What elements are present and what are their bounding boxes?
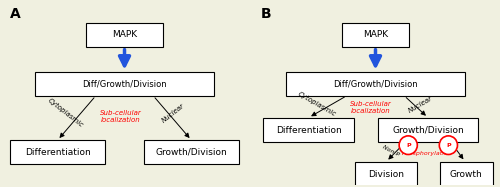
Text: Division: Division (368, 170, 404, 179)
Text: MAPK: MAPK (363, 30, 388, 39)
FancyBboxPatch shape (355, 162, 418, 186)
Text: Cytoplasmic: Cytoplasmic (296, 91, 337, 118)
FancyBboxPatch shape (35, 72, 214, 96)
FancyBboxPatch shape (286, 72, 465, 96)
FancyBboxPatch shape (86, 23, 163, 47)
FancyBboxPatch shape (342, 23, 409, 47)
Text: A: A (10, 7, 20, 21)
FancyBboxPatch shape (378, 118, 478, 142)
Text: P: P (406, 143, 410, 148)
Text: Differentiation: Differentiation (24, 148, 90, 157)
Text: Cytoplasmic: Cytoplasmic (47, 97, 85, 128)
Text: Sub-cellular
localization: Sub-cellular localization (350, 101, 392, 114)
Text: Growth: Growth (450, 170, 482, 179)
Text: Nuclear: Nuclear (408, 95, 434, 114)
Text: P: P (446, 143, 450, 148)
Text: MAPK: MAPK (112, 30, 137, 39)
Text: Non P: Non P (382, 145, 400, 158)
Text: Nuclear: Nuclear (161, 102, 186, 123)
Text: Growth/Division: Growth/Division (392, 126, 464, 135)
Text: Sub-cellular
localization: Sub-cellular localization (100, 110, 142, 123)
FancyBboxPatch shape (263, 118, 354, 142)
Text: Growth/Division: Growth/Division (156, 148, 228, 157)
Text: Differentiation: Differentiation (276, 126, 342, 135)
FancyBboxPatch shape (440, 162, 492, 186)
Text: B: B (261, 7, 272, 21)
Text: Diff/Growth/Division: Diff/Growth/Division (333, 80, 418, 89)
Ellipse shape (440, 136, 458, 154)
FancyBboxPatch shape (10, 140, 106, 164)
FancyBboxPatch shape (144, 140, 239, 164)
Text: Diff/Growth/Division: Diff/Growth/Division (82, 80, 167, 89)
Ellipse shape (399, 136, 417, 154)
Text: Phosphorylation: Phosphorylation (402, 151, 452, 157)
